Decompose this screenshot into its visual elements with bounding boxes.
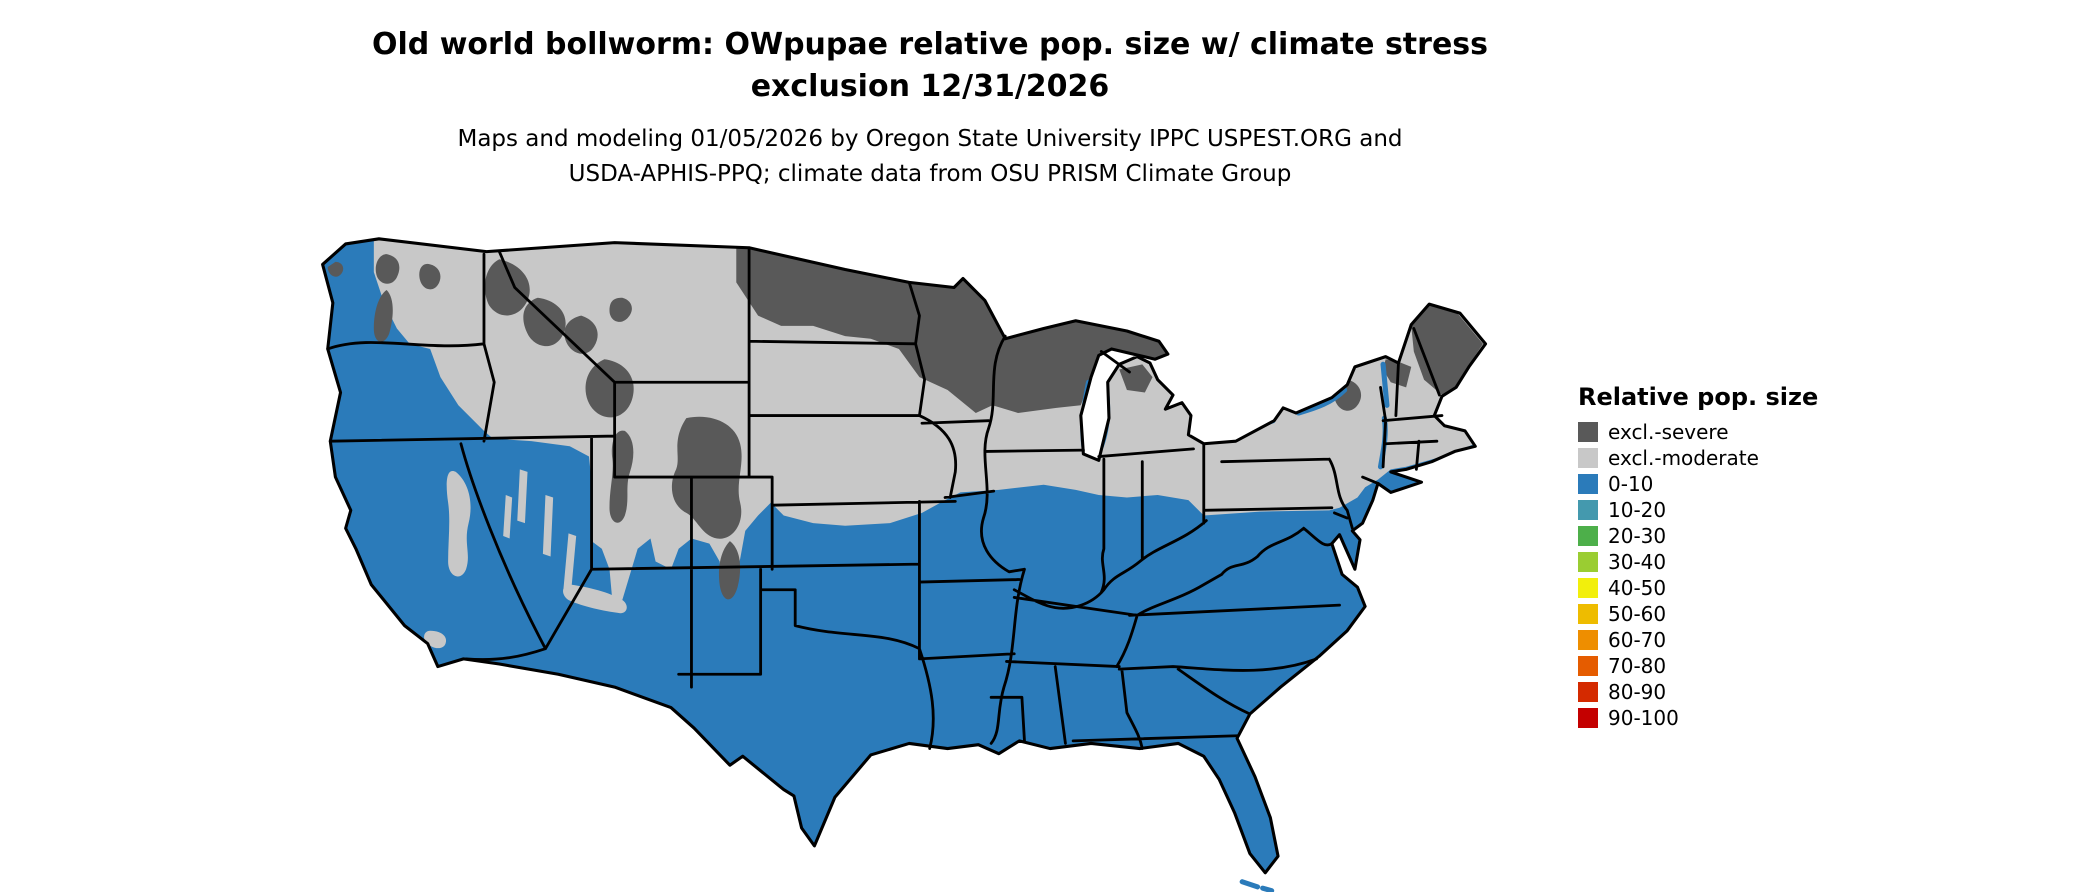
legend-label: 70-80: [1608, 654, 1667, 678]
page-subtitle-line1: Maps and modeling 01/05/2026 by Oregon S…: [457, 126, 1403, 152]
legend-title: Relative pop. size: [1578, 383, 1819, 411]
florida-keys: [1239, 879, 1275, 892]
coastline: [321, 237, 1488, 875]
legend-item: 50-60: [1578, 601, 1878, 627]
legend-swatch: [1578, 552, 1598, 572]
map-patches-moderate: [424, 469, 627, 649]
legend-swatch: [1578, 474, 1598, 494]
legend-item: 70-80: [1578, 653, 1878, 679]
legend-label: 30-40: [1608, 550, 1667, 574]
legend-item: 30-40: [1578, 549, 1878, 575]
legend-swatch: [1578, 448, 1598, 468]
page-title: Old world bollworm: OWpupae relative pop…: [372, 24, 1488, 108]
legend-label: 20-30: [1608, 524, 1667, 548]
legend-item: 90-100: [1578, 705, 1878, 731]
legend-label: excl.-severe: [1608, 420, 1729, 444]
legend-label: 40-50: [1608, 576, 1667, 600]
page-subtitle: Maps and modeling 01/05/2026 by Oregon S…: [457, 122, 1402, 191]
legend-swatch: [1578, 630, 1598, 650]
legend-items: excl.-severe excl.-moderate 0-10 10-20 20-30…: [1578, 419, 1878, 731]
legend-swatch: [1578, 682, 1598, 702]
page-title-line2: exclusion 12/31/2026: [750, 69, 1110, 104]
legend-item: 10-20: [1578, 497, 1878, 523]
legend-label: 90-100: [1608, 706, 1679, 730]
state-borders: [326, 246, 1444, 750]
us-map-svg: [321, 237, 1488, 892]
legend-label: 0-10: [1608, 472, 1654, 496]
legend-item: 40-50: [1578, 575, 1878, 601]
legend-label: excl.-moderate: [1608, 446, 1759, 470]
legend-swatch: [1578, 708, 1598, 728]
legend-swatch: [1578, 604, 1598, 624]
page-title-line1: Old world bollworm: OWpupae relative pop…: [371, 27, 1489, 62]
legend-swatch: [1578, 578, 1598, 598]
legend-item: excl.-severe: [1578, 419, 1878, 445]
legend-swatch: [1578, 500, 1598, 520]
legend-swatch: [1578, 526, 1598, 546]
legend-item: 0-10: [1578, 471, 1878, 497]
legend-item: excl.-moderate: [1578, 445, 1878, 471]
legend-item: 60-70: [1578, 627, 1878, 653]
legend: Relative pop. size excl.-severe excl.-mod…: [1578, 383, 1878, 731]
legend-item: 80-90: [1578, 679, 1878, 705]
legend-label: 50-60: [1608, 602, 1667, 626]
legend-swatch: [1578, 656, 1598, 676]
legend-item: 20-30: [1578, 523, 1878, 549]
legend-label: 80-90: [1608, 680, 1667, 704]
legend-swatch: [1578, 422, 1598, 442]
us-map: [307, 226, 1537, 892]
legend-label: 60-70: [1608, 628, 1667, 652]
legend-label: 10-20: [1608, 498, 1667, 522]
map-layer-severe: [327, 246, 1483, 600]
page-subtitle-line2: USDA-APHIS-PPQ; climate data from OSU PR…: [568, 160, 1292, 187]
